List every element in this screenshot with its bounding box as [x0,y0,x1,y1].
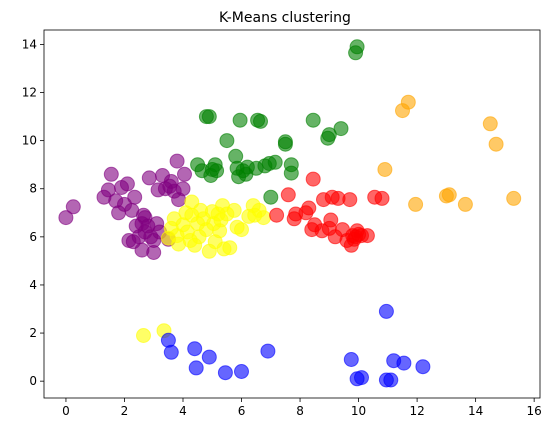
x-tick-label: 8 [296,404,304,418]
axes-frame [43,29,541,399]
data-point [323,212,339,228]
data-point [217,365,233,381]
data-point [260,343,276,359]
y-tick-label: 12 [22,86,37,100]
y-tick-label: 14 [22,37,37,51]
data-point [482,116,498,132]
data-point [234,222,249,238]
x-tick-label: 14 [468,404,483,418]
data-point [58,210,74,226]
axes-layer: 0 2 4 6 8 10 12 14 16 0 2 4 6 8 10 12 14 [22,29,542,418]
data-point [383,372,399,388]
data-point [333,121,349,137]
data-point [415,359,431,375]
x-tick-label: 16 [527,404,542,418]
y-tick-label: 0 [29,374,37,388]
data-point [201,109,217,125]
data-point [263,189,279,205]
data-point [169,153,185,169]
data-point [280,187,296,203]
y-tick-label: 4 [29,278,37,292]
y-tick-label: 10 [22,134,37,148]
data-point [119,176,135,192]
data-point [146,245,162,260]
data-point [343,352,359,367]
data-point [283,165,299,181]
x-tick-label: 4 [179,404,187,418]
data-point [222,240,238,256]
data-point [103,166,119,182]
points-layer [58,39,522,388]
data-point [187,341,203,357]
data-point [213,212,229,228]
data-point [374,190,390,206]
data-point [301,200,317,216]
data-point [354,370,369,386]
x-tick-label: 0 [62,404,70,418]
data-point [408,196,424,212]
x-tick-label: 6 [238,404,246,418]
data-point [305,112,321,128]
chart-title: K-Means clustering [219,10,351,26]
data-point [506,190,522,206]
data-point [234,364,249,379]
y-tick-label: 2 [29,326,37,340]
x-tick-label: 12 [409,404,424,418]
data-point [157,181,173,197]
data-point [65,199,81,215]
data-point [127,189,143,205]
data-point [342,192,358,208]
data-point [377,162,393,177]
y-tick-label: 8 [29,182,37,196]
y-tick-label: 6 [29,230,37,244]
data-point [219,133,235,149]
data-point [321,127,337,143]
data-point [441,187,457,203]
data-point [305,171,321,187]
data-point [137,210,153,226]
data-point [253,113,268,129]
data-point [201,349,217,365]
data-point [457,196,473,212]
data-point [396,355,412,371]
data-point [188,360,204,376]
data-point [177,166,192,182]
data-point [349,39,365,55]
x-tick-label: 2 [121,404,129,418]
data-point [141,170,157,186]
data-point [267,154,283,170]
data-point [400,94,416,110]
x-tick-label: 10 [351,404,366,418]
data-point [354,228,369,244]
data-point [488,136,504,152]
data-point [184,207,200,223]
data-point [163,344,179,360]
data-point [378,303,394,319]
data-point [277,134,293,150]
data-point [175,181,191,197]
data-point [269,207,285,223]
data-point [209,163,225,179]
data-point [226,202,242,218]
data-point [232,112,248,128]
data-point [136,328,151,343]
data-point [256,210,271,226]
